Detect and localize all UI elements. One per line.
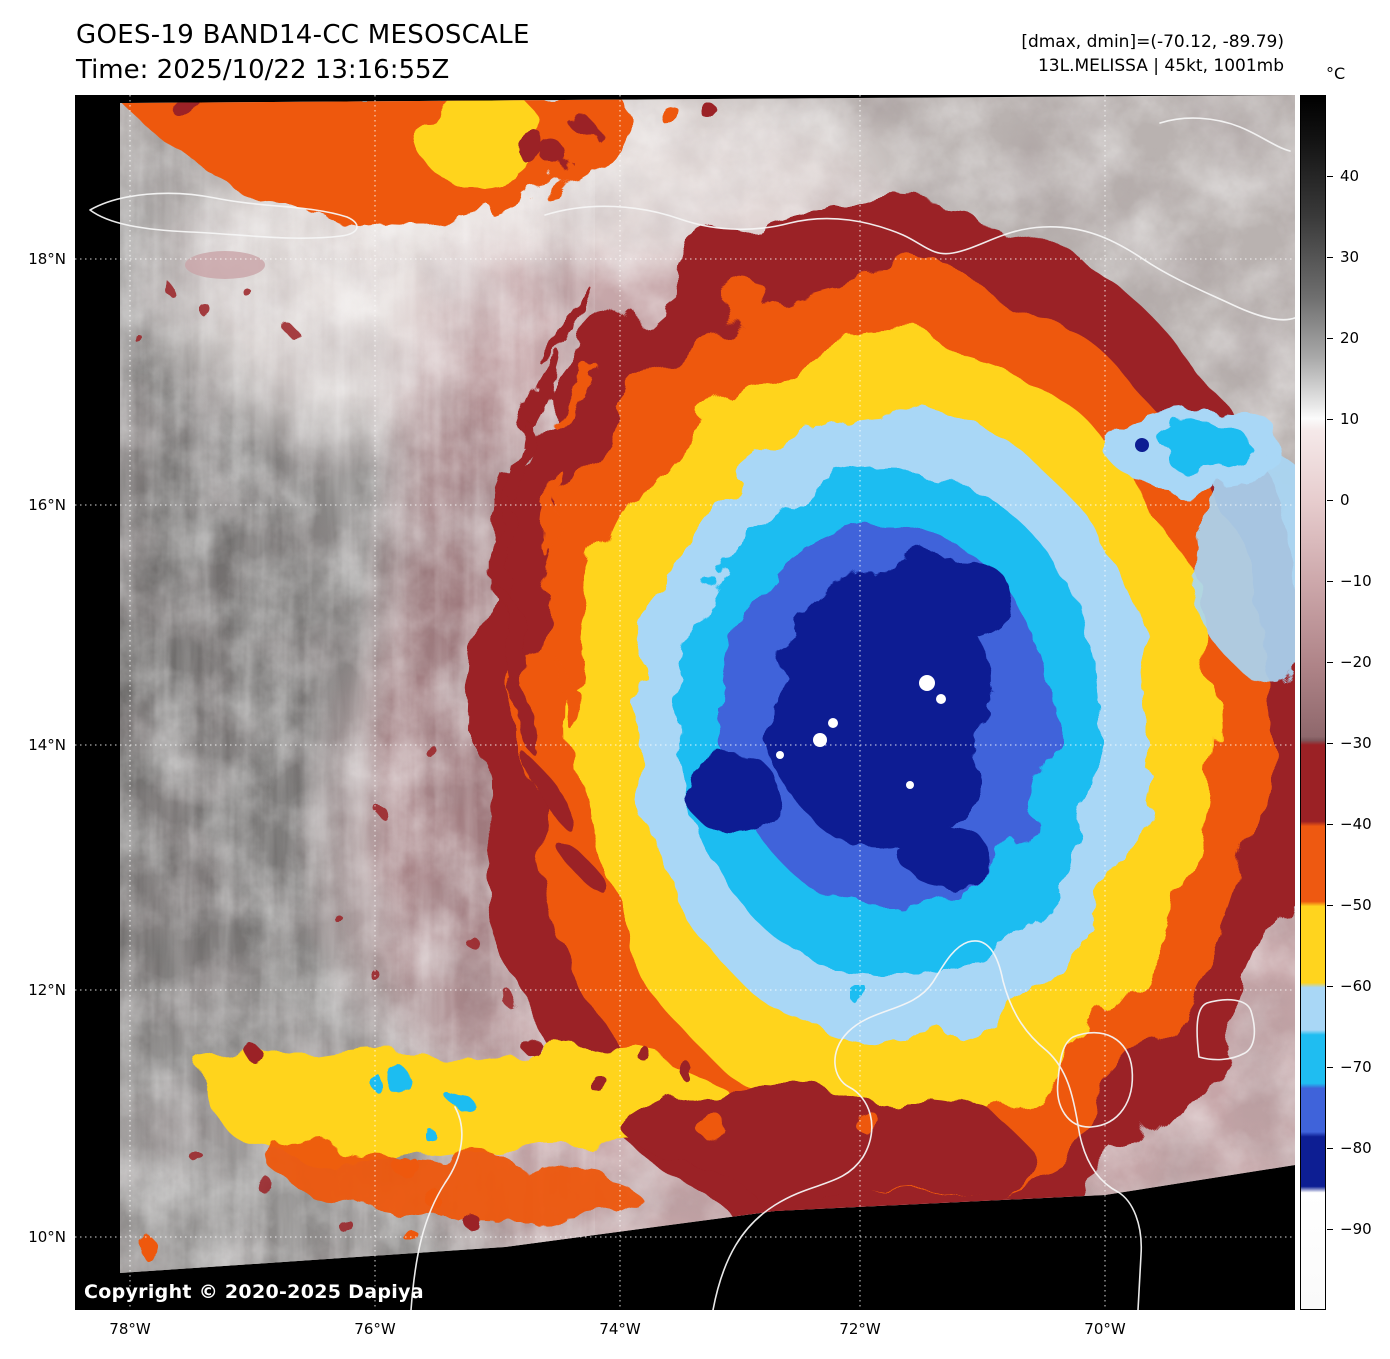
storm-info: 13L.MELISSA | 45kt, 1001mb: [1037, 56, 1284, 76]
lon-label: 76°W: [354, 1320, 396, 1338]
lat-label: 14°N: [28, 736, 66, 754]
storm-core: [687, 555, 1010, 885]
colorbar-tick: −50: [1327, 896, 1372, 914]
lon-label: 72°W: [839, 1320, 881, 1338]
dmax-dmin-readout: [dmax, dmin]=(-70.12, -89.79): [1021, 32, 1284, 52]
colorbar-tick: 40: [1327, 167, 1359, 185]
storm-rings: [465, 205, 1295, 1255]
colorbar: [1300, 95, 1326, 1310]
colorbar-ticks: 40 30 20 10 0 −10 −20 −30 −40 −50 −60 −7…: [1327, 95, 1389, 1310]
lat-label: 16°N: [28, 496, 66, 514]
coastlines: [89, 117, 1295, 1310]
lat-label: 12°N: [28, 981, 66, 999]
copyright-notice: Copyright © 2020-2025 Dapiya: [84, 1281, 424, 1303]
page-title: GOES-19 BAND14-CC MESOSCALE: [76, 20, 530, 50]
northeast-cold-patch: [1112, 410, 1295, 675]
lat-label: 18°N: [28, 250, 66, 268]
header: GOES-19 BAND14-CC MESOSCALE Time: 2025/1…: [76, 20, 530, 85]
colorbar-tick: −10: [1327, 572, 1372, 590]
colorbar-tick: −60: [1327, 977, 1372, 995]
colorbar-tick: −30: [1327, 734, 1372, 752]
lon-label: 70°W: [1084, 1320, 1126, 1338]
colorbar-tick: −70: [1327, 1058, 1372, 1076]
map-plot: [75, 95, 1295, 1310]
colorbar-unit: °C: [1326, 64, 1346, 83]
gridlines: [75, 95, 1295, 1310]
timestamp: Time: 2025/10/22 13:16:55Z: [76, 55, 450, 85]
colorbar-tick: 30: [1327, 248, 1359, 266]
colorbar-tick: 10: [1327, 410, 1359, 428]
colorbar-tick: −80: [1327, 1139, 1372, 1157]
lon-label: 78°W: [109, 1320, 151, 1338]
colorbar-tick: −40: [1327, 815, 1372, 833]
colorbar-tick: 0: [1327, 491, 1350, 509]
gravity-wave-filaments: [497, 290, 609, 894]
colorbar-tick: 20: [1327, 329, 1359, 347]
southwest-convection-band: [140, 1036, 732, 1260]
info-block: [dmax, dmin]=(-70.12, -89.79) 13L.MELISS…: [1021, 32, 1284, 76]
lat-label: 10°N: [28, 1228, 66, 1246]
colorbar-tick: −90: [1327, 1220, 1372, 1238]
satellite-image: [75, 95, 1295, 1310]
colorbar-tick: −20: [1327, 653, 1372, 671]
lon-label: 74°W: [599, 1320, 641, 1338]
northwest-convection-patch: [120, 95, 723, 227]
overshooting-tops: [776, 675, 946, 789]
satellite-data-region: [120, 95, 1295, 1273]
